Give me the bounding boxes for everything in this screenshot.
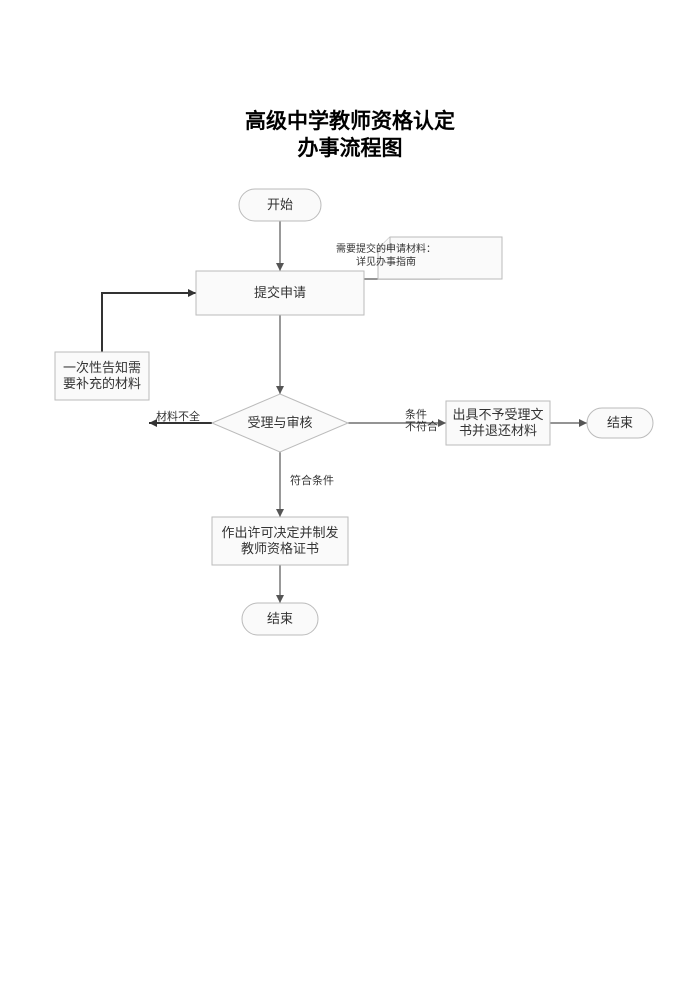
node-issue: 作出许可决定并制发教师资格证书 <box>212 517 348 565</box>
flowchart-canvas: 条件不符合 材料不全符合条件 开始提交申请 需要提交的申请材料：详见办事指南一次性告知… <box>0 0 700 990</box>
svg-text:教师资格证书: 教师资格证书 <box>241 541 319 556</box>
node-reject: 出具不予受理文书并退还材料 <box>446 401 550 445</box>
svg-text:作出许可决定并制发: 作出许可决定并制发 <box>221 525 338 540</box>
node-review: 受理与审核 <box>212 394 348 452</box>
svg-text:出具不予受理文: 出具不予受理文 <box>452 407 543 422</box>
node-submit: 提交申请 <box>196 271 364 315</box>
svg-text:详见办事指南: 详见办事指南 <box>356 255 416 268</box>
node-supplement: 一次性告知需要补充的材料 <box>55 352 149 400</box>
node-end_right: 结束 <box>587 408 653 438</box>
svg-text:符合条件: 符合条件 <box>290 473 334 487</box>
svg-text:条件: 条件 <box>405 407 427 421</box>
svg-text:提交申请: 提交申请 <box>254 285 306 300</box>
node-start: 开始 <box>239 189 321 221</box>
svg-text:要补充的材料: 要补充的材料 <box>63 376 141 391</box>
svg-text:结束: 结束 <box>607 415 633 430</box>
svg-text:一次性告知需: 一次性告知需 <box>63 360 141 375</box>
svg-text:开始: 开始 <box>267 197 293 212</box>
svg-text:受理与审核: 受理与审核 <box>247 415 312 430</box>
node-end_bottom: 结束 <box>242 603 318 635</box>
svg-text:不符合: 不符合 <box>405 419 438 433</box>
svg-text:书并退还材料: 书并退还材料 <box>459 423 537 438</box>
svg-text:材料不全: 材料不全 <box>156 409 200 423</box>
svg-text:结束: 结束 <box>267 611 293 626</box>
svg-text:需要提交的申请材料：: 需要提交的申请材料： <box>336 242 436 255</box>
